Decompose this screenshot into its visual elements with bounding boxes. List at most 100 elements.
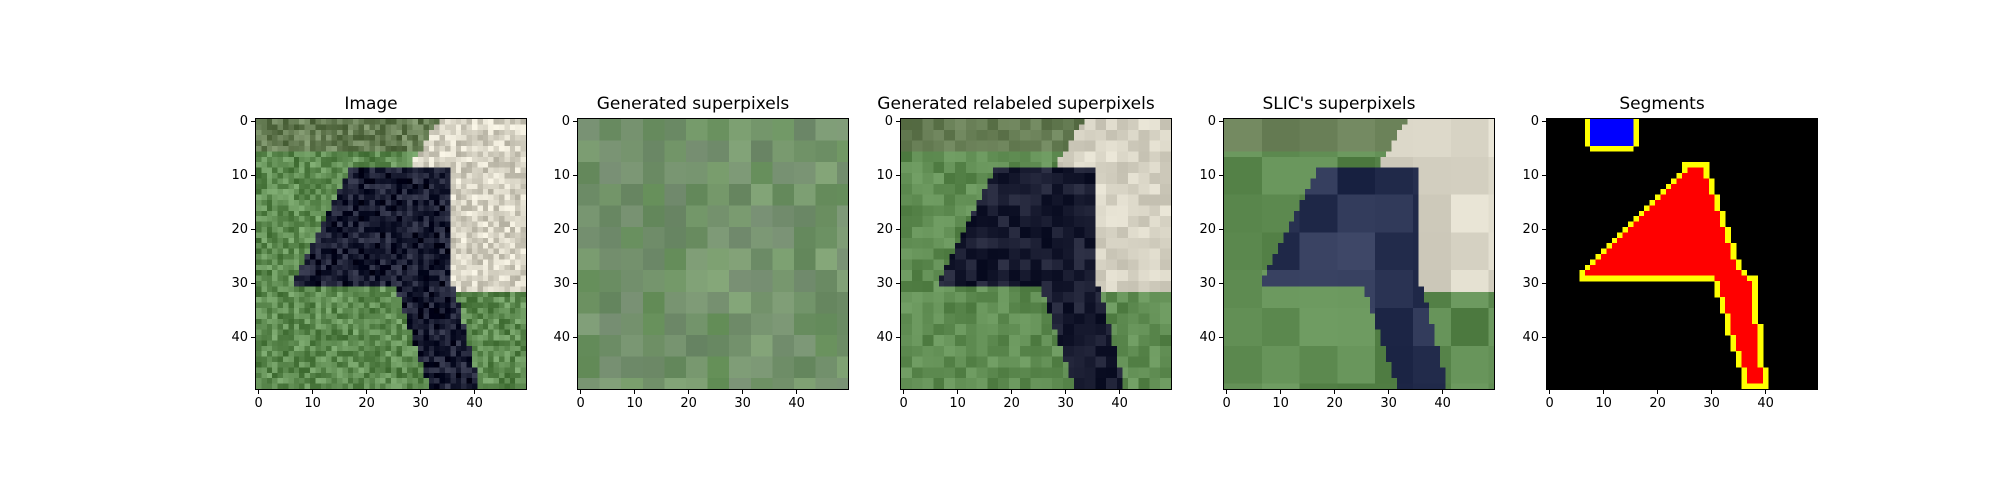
- pixel-cell: [599, 178, 606, 185]
- pixel-cell: [767, 372, 773, 379]
- pixel-cell: [272, 146, 278, 152]
- pixel-cell: [734, 124, 741, 131]
- pixel-cell: [477, 167, 484, 174]
- pixel-cell: [331, 248, 338, 255]
- pixel-cell: [702, 119, 708, 125]
- pixel-cell: [648, 297, 654, 303]
- pixel-cell: [713, 194, 719, 201]
- pixel-cell: [675, 383, 681, 389]
- pixel-cell: [423, 162, 430, 168]
- pixel-cell: [509, 151, 516, 158]
- pixel-cell: [439, 291, 446, 298]
- pixel-cell: [283, 129, 289, 136]
- pixel-cell: [428, 270, 435, 276]
- pixel-cell: [353, 313, 359, 320]
- pixel-cell: [610, 119, 617, 125]
- pixel-cell: [342, 129, 349, 136]
- pixel-cell: [702, 259, 708, 266]
- pixel-cell: [750, 324, 757, 330]
- pixel-cell: [493, 135, 500, 141]
- pixel-cell: [504, 297, 511, 303]
- pixel-cell: [418, 227, 424, 233]
- pixel-cell: [466, 194, 473, 201]
- pixel-cell: [750, 205, 757, 212]
- pixel-cell: [664, 254, 671, 260]
- pixel-cell: [504, 162, 511, 168]
- pixel-cell: [615, 335, 622, 341]
- pixel-cell: [472, 156, 478, 163]
- pixel-cell: [369, 270, 376, 276]
- pixel-cell: [632, 324, 638, 330]
- pixel-cell: [374, 248, 381, 255]
- pixel-cell: [364, 281, 370, 287]
- pixel-cell: [369, 167, 376, 174]
- pixel-cell: [256, 243, 262, 249]
- pixel-cell: [304, 351, 311, 357]
- pixel-cell: [369, 232, 376, 239]
- pixel-cell: [740, 156, 746, 163]
- pixel-cell: [642, 178, 649, 185]
- pixel-cell: [315, 351, 322, 357]
- pixel-cell: [583, 383, 590, 389]
- pixel-cell: [385, 329, 392, 336]
- pixel-cell: [304, 237, 311, 244]
- pixel-cell: [288, 243, 295, 249]
- pixel-cell: [588, 302, 595, 309]
- pixel-cell: [445, 356, 451, 363]
- pixel-cell: [626, 119, 633, 125]
- pixel-cell: [734, 313, 741, 320]
- pixel-cell: [772, 162, 779, 168]
- pixel-cell: [337, 286, 343, 293]
- pixel-cell: [756, 362, 762, 368]
- pixel-cell: [439, 216, 446, 222]
- pixel-cell: [815, 119, 822, 125]
- pixel-cell: [488, 200, 494, 206]
- pixel-cell: [686, 183, 692, 190]
- pixel-cell: [632, 286, 638, 293]
- pixel-cell: [723, 329, 730, 336]
- pixel-cell: [734, 297, 741, 303]
- pixel-cell: [810, 221, 816, 228]
- pixel-cell: [696, 248, 703, 255]
- pixel-cell: [599, 259, 606, 266]
- pixel-cell: [401, 302, 408, 309]
- pixel-cell: [391, 119, 397, 125]
- pixel-cell: [520, 281, 526, 287]
- pixel-cell: [488, 194, 494, 201]
- pixel-cell: [418, 243, 424, 249]
- pixel-cell: [626, 367, 633, 374]
- pixel-cell: [642, 259, 649, 266]
- pixel-cell: [310, 162, 316, 168]
- pixel-cell: [810, 129, 816, 136]
- pixel-cell: [509, 205, 516, 212]
- pixel-cell: [837, 194, 843, 201]
- pixel-cell: [466, 270, 473, 276]
- pixel-cell: [723, 335, 730, 341]
- pixel-cell: [761, 146, 768, 152]
- pixel-cell: [842, 135, 848, 141]
- pixel-cell: [412, 378, 419, 384]
- pixel-cell: [520, 378, 526, 384]
- pixel-cell: [842, 200, 848, 206]
- pixel-cell: [488, 156, 494, 163]
- pixel-cell: [283, 308, 289, 314]
- pixel-cell: [637, 367, 644, 374]
- pixel-cell: [794, 356, 800, 363]
- pixel-cell: [648, 243, 654, 249]
- pixel-cell: [659, 318, 665, 325]
- pixel-cell: [515, 221, 521, 228]
- pixel-cell: [632, 162, 638, 168]
- pixel-cell: [686, 291, 692, 298]
- pixel-cell: [831, 340, 838, 347]
- pixel-cell: [702, 135, 708, 141]
- pixel-cell: [434, 237, 440, 244]
- pixel-cell: [369, 378, 376, 384]
- pixel-cell: [520, 146, 526, 152]
- pixel-cell: [434, 264, 440, 271]
- pixel-cell: [659, 275, 665, 282]
- pixel-cell: [707, 189, 714, 195]
- pixel-cell: [761, 318, 768, 325]
- pixel-cell: [315, 183, 322, 190]
- pixel-cell: [331, 378, 338, 384]
- pixel-cell: [794, 275, 800, 282]
